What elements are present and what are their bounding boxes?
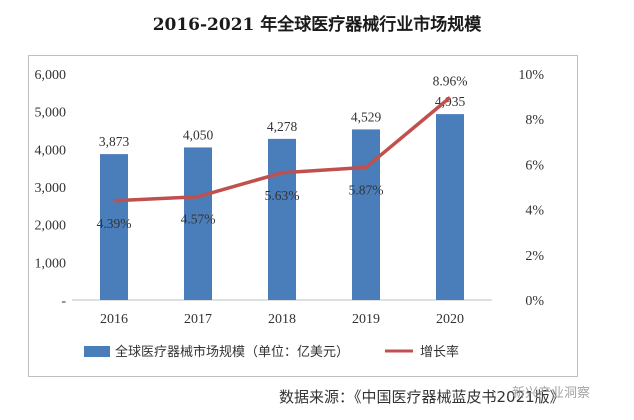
bar [184,147,212,300]
x-tick-label: 2016 [100,312,128,327]
bar-value-label: 4,050 [183,127,214,142]
right-tick-label: 4% [525,204,544,219]
left-tick-label: 1,000 [35,256,67,271]
left-tick-label: 3,000 [35,181,67,196]
bar-value-label: 4,278 [267,119,298,134]
line-value-label: 5.63% [265,188,300,203]
left-axis-ticks: - 1,000 2,000 3,000 4,000 5,000 6,000 [35,68,67,309]
right-tick-label: 8% [525,113,544,128]
legend: 全球医疗器械市场规模（单位：亿美元） 增长率 [84,344,459,360]
growth-line [113,96,452,203]
line-value-label: 4.57% [181,212,216,227]
right-tick-label: 6% [525,158,544,173]
chart-frame [28,55,578,377]
right-tick-label: 10% [518,68,544,83]
bar [436,114,464,301]
left-tick-label: 5,000 [35,106,67,121]
bar-value-label: 3,873 [99,134,130,149]
line-data-labels: 4.39% 4.57% 5.63% 5.87% 8.96% [97,74,468,231]
legend-line-label: 增长率 [420,344,459,360]
right-tick-label: 2% [525,249,544,264]
x-axis-ticks: 2016 2017 2018 2019 2020 [100,312,464,327]
line-value-label: 8.96% [433,74,468,89]
x-tick-label: 2017 [184,312,212,327]
bar-value-label: 4,529 [351,109,382,124]
x-tick-label: 2018 [268,312,296,327]
left-tick-label: - [61,294,66,309]
chart-title: 2016-2021 年全球医疗器械行业市场规模 [152,15,482,35]
line-value-label: 4.39% [97,216,132,231]
x-tick-label: 2019 [352,312,380,327]
x-tick-label: 2020 [436,312,464,327]
legend-bar-swatch [84,346,110,357]
growth-line-series [113,96,452,203]
left-tick-label: 6,000 [35,68,67,83]
bar [100,154,128,300]
watermark: 新兴产业洞察 [512,386,591,401]
bar-series [100,114,464,301]
bar [352,129,380,300]
left-tick-label: 2,000 [35,219,67,234]
left-tick-label: 4,000 [35,143,67,158]
right-tick-label: 0% [525,294,544,309]
source-note: 数据来源：《中国医疗器械蓝皮书2021版》 [279,388,565,406]
line-value-label: 5.87% [349,182,384,197]
legend-bar-label: 全球医疗器械市场规模（单位：亿美元） [115,344,349,360]
right-axis-ticks: 0% 2% 4% 6% 8% 10% [518,68,544,309]
bar [268,138,296,300]
